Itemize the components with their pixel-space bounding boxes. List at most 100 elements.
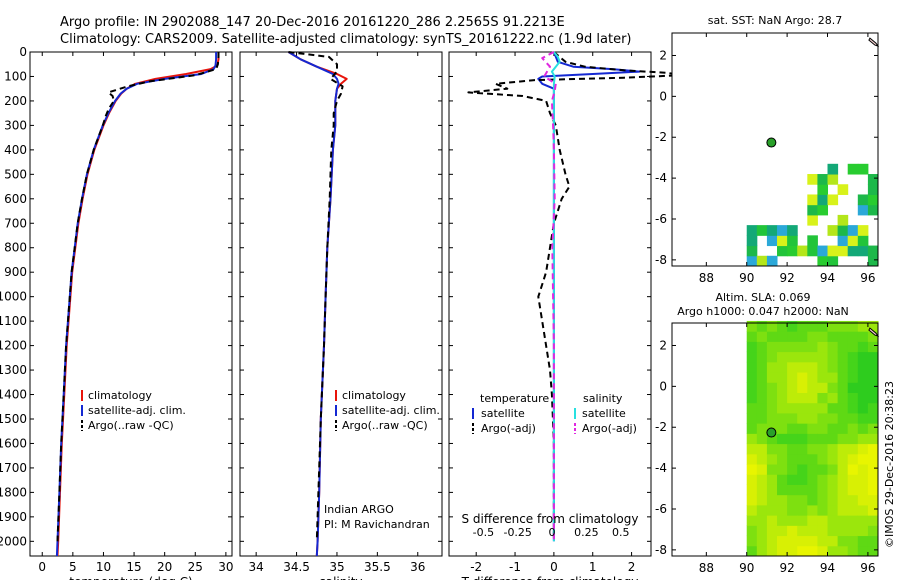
sla-cell	[766, 443, 778, 455]
sla-cell	[857, 515, 869, 526]
sla-cell	[777, 341, 788, 353]
depth-tick-label: 1800	[0, 485, 27, 499]
sla-cell	[756, 331, 768, 342]
sla-cell	[867, 361, 879, 373]
sla-map-ytick-label: -2	[655, 420, 667, 434]
sla-cell	[746, 341, 758, 353]
depth-tick-label: 1000	[0, 290, 27, 304]
sst-cell	[857, 204, 869, 216]
sla-cell	[756, 402, 768, 414]
sla-cell	[746, 474, 758, 485]
salinity-profile-frame	[239, 51, 443, 557]
sla-cell	[867, 320, 879, 332]
sla-cell	[857, 402, 869, 414]
difference-profile-xtick-label: 2	[628, 560, 636, 574]
s-tick-label: -0.25	[503, 526, 531, 539]
sla-cell	[807, 535, 818, 547]
s-tick-label: 0.5	[612, 526, 630, 539]
sla-map-xtick-label: 88	[699, 561, 714, 575]
sla-cell	[847, 320, 859, 332]
sst-cell	[827, 163, 839, 175]
sla-cell	[756, 464, 768, 475]
sst-cell	[817, 245, 829, 257]
sla-cell	[837, 361, 849, 373]
depth-tick-label: 1600	[0, 436, 27, 450]
sst-cell	[867, 174, 879, 185]
sla-cell	[746, 351, 758, 363]
sla-cell	[857, 433, 869, 445]
sst-cell	[766, 255, 778, 267]
sla-cell	[867, 443, 879, 455]
sla-cell	[807, 341, 818, 353]
temperature-profile-xtick-label: 15	[126, 560, 141, 574]
sla-cell	[867, 525, 879, 537]
sla-cell	[847, 494, 859, 506]
depth-tick-label: 200	[4, 94, 27, 108]
sla-cell	[777, 433, 788, 445]
sla-cell	[756, 320, 768, 332]
sst-cell	[787, 225, 798, 236]
annotation-text: Indian ARGO	[324, 503, 394, 516]
sst-cell	[847, 225, 859, 236]
sla-cell	[817, 402, 829, 414]
sla-cell	[797, 464, 808, 475]
sst-map-argo-marker	[766, 137, 777, 148]
sla-cell	[756, 341, 768, 353]
sla-cell	[827, 320, 839, 332]
salinity-profile-xtick-label: 34.5	[283, 560, 310, 574]
sla-cell	[837, 423, 849, 434]
sla-cell	[837, 504, 849, 516]
header-line2: Climatology: CARS2009. Satellite-adjuste…	[60, 32, 632, 47]
sla-map-frame	[671, 322, 879, 557]
sla-cell	[807, 545, 818, 557]
sst-cell	[867, 184, 879, 195]
sla-cell	[787, 453, 798, 465]
sst-cell	[756, 255, 768, 267]
sla-cell	[766, 474, 778, 485]
sla-cell	[746, 464, 758, 475]
sst-map-ytick-label: 2	[659, 48, 667, 62]
sla-cell	[787, 535, 798, 547]
sla-cell	[827, 515, 839, 526]
sla-cell	[756, 361, 768, 373]
sla-cell	[857, 423, 869, 434]
salinity-profile-xlabel: salinity	[319, 575, 362, 580]
sla-cell	[777, 474, 788, 485]
sla-cell	[797, 433, 808, 445]
depth-tick-label: 500	[4, 167, 27, 181]
sla-cell	[777, 372, 788, 383]
sst-map-coastline	[868, 37, 880, 48]
temperature-profile-xtick-label: 10	[96, 560, 111, 574]
sla-cell	[777, 320, 788, 332]
sst-cell	[807, 245, 818, 257]
sla-map-ytick-label: -4	[655, 461, 667, 475]
sla-cell	[867, 484, 879, 496]
sla-cell	[787, 464, 798, 475]
sst-cell	[837, 235, 849, 247]
sla-cell	[756, 412, 768, 424]
sla-cell	[847, 351, 859, 363]
sla-cell	[817, 504, 829, 516]
sla-cell	[807, 423, 818, 434]
difference-profile-xtick-label: 0	[550, 560, 558, 574]
sla-cell	[827, 525, 839, 537]
sla-cell	[827, 361, 839, 373]
sla-cell	[827, 423, 839, 434]
legend-s-label: Argo(-adj)	[582, 422, 637, 435]
sla-cell	[857, 331, 869, 342]
temperature-profile-xtick-label: 0	[38, 560, 46, 574]
temperature-profile-legend-label: Argo(..raw -QC)	[88, 419, 174, 432]
sla-cell	[787, 545, 798, 557]
sla-cell	[837, 351, 849, 363]
sla-cell	[837, 515, 849, 526]
legend-s-title: salinity	[583, 392, 623, 405]
sst-map-xtick-label: 90	[739, 271, 754, 285]
sla-cell	[857, 484, 869, 496]
sst-map-xtick-label: 96	[860, 271, 875, 285]
legend-t-label: Argo(-adj)	[481, 422, 536, 435]
temperature-profile-xtick-label: 25	[188, 560, 203, 574]
sla-cell	[797, 423, 808, 434]
salinity-profile-xtick-label: 35	[329, 560, 344, 574]
sla-cell	[787, 494, 798, 506]
